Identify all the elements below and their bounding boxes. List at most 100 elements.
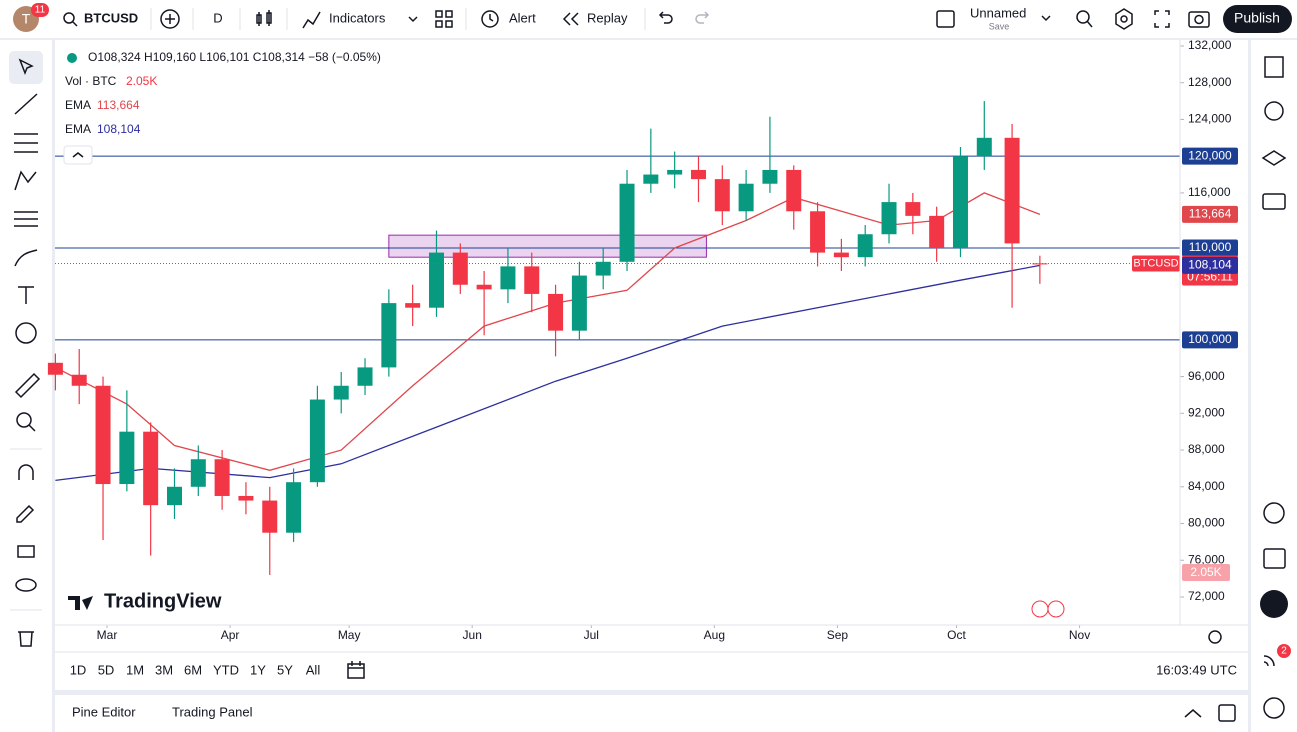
hline-tag xyxy=(1182,331,1238,349)
candle-body xyxy=(952,156,968,249)
chart-panel xyxy=(55,40,1248,690)
candle-body xyxy=(905,202,921,216)
chevron[interactable] xyxy=(408,16,418,23)
volume-value: 2.05K xyxy=(126,74,157,88)
snapshot[interactable] xyxy=(1188,11,1210,28)
maximize-panel[interactable] xyxy=(1218,704,1236,722)
apps[interactable] xyxy=(1260,590,1288,618)
range-button[interactable]: 1M xyxy=(126,662,144,677)
candle-body xyxy=(833,252,849,258)
chat[interactable] xyxy=(1262,193,1286,210)
chevron[interactable] xyxy=(1041,15,1051,22)
hide-tool[interactable] xyxy=(15,578,37,592)
candle-body xyxy=(47,362,63,375)
brush-tool[interactable] xyxy=(14,249,38,267)
collapse-icon xyxy=(72,152,84,158)
settings[interactable] xyxy=(1115,8,1133,30)
pattern-tool[interactable] xyxy=(14,170,37,191)
search-icon xyxy=(63,12,75,24)
calendar[interactable] xyxy=(1263,548,1286,569)
publish-button[interactable] xyxy=(1223,5,1292,33)
replay-button[interactable]: Replay xyxy=(587,10,628,25)
candle-body xyxy=(524,266,540,294)
event-marker[interactable] xyxy=(1031,600,1049,618)
range-button[interactable]: 1Y xyxy=(250,662,266,677)
y-tick-label: 72,000 xyxy=(1188,589,1225,603)
redo[interactable] xyxy=(695,11,710,24)
range-button[interactable]: 6M xyxy=(184,662,202,677)
collapse-legend[interactable] xyxy=(63,145,93,165)
zoom-tool[interactable] xyxy=(16,412,32,428)
quick-search[interactable] xyxy=(1076,10,1090,24)
candle-body xyxy=(643,174,659,184)
candle-body xyxy=(428,252,444,308)
candle-body xyxy=(71,374,87,386)
help[interactable] xyxy=(1263,697,1285,719)
layout-name[interactable]: Unnamed xyxy=(970,5,1026,20)
range-button[interactable]: 3M xyxy=(155,662,173,677)
cursor-tool-active[interactable] xyxy=(9,51,43,84)
expand-panel[interactable] xyxy=(1184,709,1202,718)
chart-type-icon[interactable] xyxy=(256,10,272,26)
volume-legend: Vol · BTC xyxy=(65,74,117,88)
interval[interactable]: D xyxy=(213,10,222,25)
bottom-tab[interactable]: Pine Editor xyxy=(72,704,136,719)
fullscreen[interactable] xyxy=(1154,10,1170,28)
candle-body xyxy=(238,495,254,501)
avatar-letter: T xyxy=(22,11,31,27)
candle-body xyxy=(166,486,182,506)
range-button[interactable]: 1D xyxy=(70,662,87,677)
symbol[interactable]: BTCUSD xyxy=(84,10,138,25)
range-button[interactable]: YTD xyxy=(213,662,239,677)
undo[interactable] xyxy=(658,11,673,24)
fib-tool[interactable] xyxy=(14,133,38,153)
lock-drawings[interactable] xyxy=(16,504,35,523)
event-marker[interactable] xyxy=(1047,600,1065,618)
prediction-tool[interactable] xyxy=(14,211,38,227)
trend-line-tool[interactable] xyxy=(14,93,38,115)
candle-body xyxy=(286,482,302,533)
zoom-tool xyxy=(28,424,36,432)
ema-tag-label: 108,104 xyxy=(1188,258,1232,272)
candle-body xyxy=(405,303,421,308)
axis-settings[interactable] xyxy=(1208,630,1222,644)
top-toolbar xyxy=(0,0,1297,38)
text-tool[interactable] xyxy=(18,286,34,304)
market-status xyxy=(67,53,77,63)
bottom-tab[interactable]: Trading Panel xyxy=(172,704,253,719)
goto-date[interactable] xyxy=(347,661,365,679)
icon-tool[interactable] xyxy=(15,322,37,344)
indicators-button[interactable]: Indicators xyxy=(329,10,386,25)
x-tick-label: Jul xyxy=(584,628,599,642)
magnet-tool[interactable] xyxy=(18,464,34,480)
layers[interactable] xyxy=(1261,150,1287,166)
candle-body xyxy=(714,179,730,212)
templates-icon[interactable] xyxy=(435,10,443,18)
candle-body xyxy=(738,183,754,212)
range-button[interactable]: 5Y xyxy=(277,662,293,677)
range-button[interactable]: 5D xyxy=(98,662,115,677)
y-tick-label: 92,000 xyxy=(1188,405,1225,419)
lock[interactable] xyxy=(17,545,35,558)
add-symbol[interactable] xyxy=(160,9,180,29)
watchlist[interactable] xyxy=(1264,56,1284,78)
range-button[interactable]: All xyxy=(306,662,321,677)
cursor-tool xyxy=(18,58,34,76)
measure-tool[interactable] xyxy=(14,372,41,399)
news[interactable] xyxy=(1263,655,1275,667)
templates-icon xyxy=(435,20,443,28)
candle-body xyxy=(476,284,492,290)
alert-button[interactable]: Alert xyxy=(509,10,536,25)
symbol-tag-label: BTCUSD xyxy=(1133,257,1178,269)
x-tick-label: Sep xyxy=(827,628,849,642)
layout-icon[interactable] xyxy=(936,10,955,28)
ema-line xyxy=(55,264,1041,482)
y-tick-label: 80,000 xyxy=(1188,516,1225,530)
delete-tool[interactable] xyxy=(18,631,34,647)
target[interactable] xyxy=(1263,502,1285,524)
alerts-panel[interactable] xyxy=(1264,101,1284,121)
candle-body xyxy=(595,261,611,276)
save-label[interactable]: Save xyxy=(989,21,1010,31)
candle-body xyxy=(976,137,992,157)
